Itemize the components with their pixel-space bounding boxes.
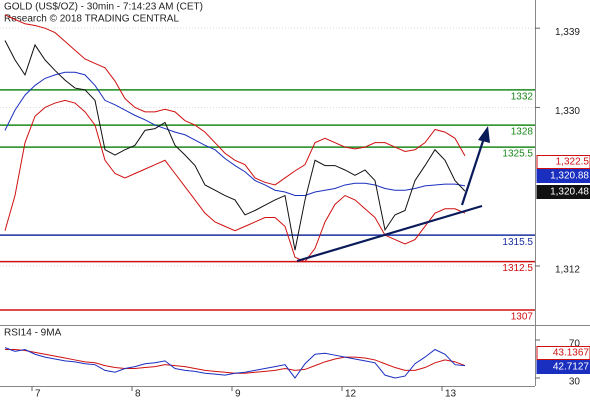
price-tag	[536, 185, 590, 199]
x-tick-label: 7	[35, 389, 41, 400]
price-tag	[536, 360, 590, 374]
x-tick-label: 8	[135, 389, 141, 400]
y-tick-label: 70	[569, 339, 581, 350]
series-line	[4, 99, 466, 263]
chart-title: GOLD (US$/OZ) - 30min - 7:14:23 AM (CET)	[4, 2, 203, 13]
forecast-arrowhead	[478, 126, 490, 143]
level-label: 1312.5	[502, 263, 533, 274]
level-label: 1332	[511, 91, 534, 102]
price-tag-label: 1,320.48	[550, 187, 589, 198]
y-tick-label: 1,312	[555, 265, 580, 276]
forecast-arrow	[460, 137, 486, 206]
price-tag-label: 1,322.5	[556, 157, 590, 168]
x-tick-label: 9	[235, 389, 241, 400]
series-line	[4, 347, 466, 379]
chart-subtitle: Research © 2018 TRADING CENTRAL	[4, 14, 179, 25]
y-tick-label: 1,339	[555, 27, 580, 38]
price-tag-label: 43.1367	[553, 348, 590, 359]
rsi-title: RSI14 - 9MA	[4, 328, 62, 339]
y-tick-label: 30	[569, 377, 581, 388]
level-label: 1328	[511, 127, 534, 138]
series-line	[4, 71, 466, 197]
series-line	[4, 14, 466, 186]
price-tag	[536, 155, 590, 169]
price-tag	[536, 346, 590, 360]
price-tag-label: 1,320.88	[550, 171, 589, 182]
level-label: 1325.5	[502, 149, 533, 160]
level-label: 1315.5	[502, 237, 533, 248]
level-label: 1307	[511, 312, 534, 323]
x-tick-label: 13	[445, 389, 457, 400]
trendline	[296, 204, 483, 263]
y-tick-label: 1,330	[555, 106, 580, 117]
price-tag-label: 42.7127	[553, 362, 590, 373]
price-tag	[536, 169, 590, 183]
series-line	[4, 40, 466, 251]
x-tick-label: 12	[345, 389, 357, 400]
